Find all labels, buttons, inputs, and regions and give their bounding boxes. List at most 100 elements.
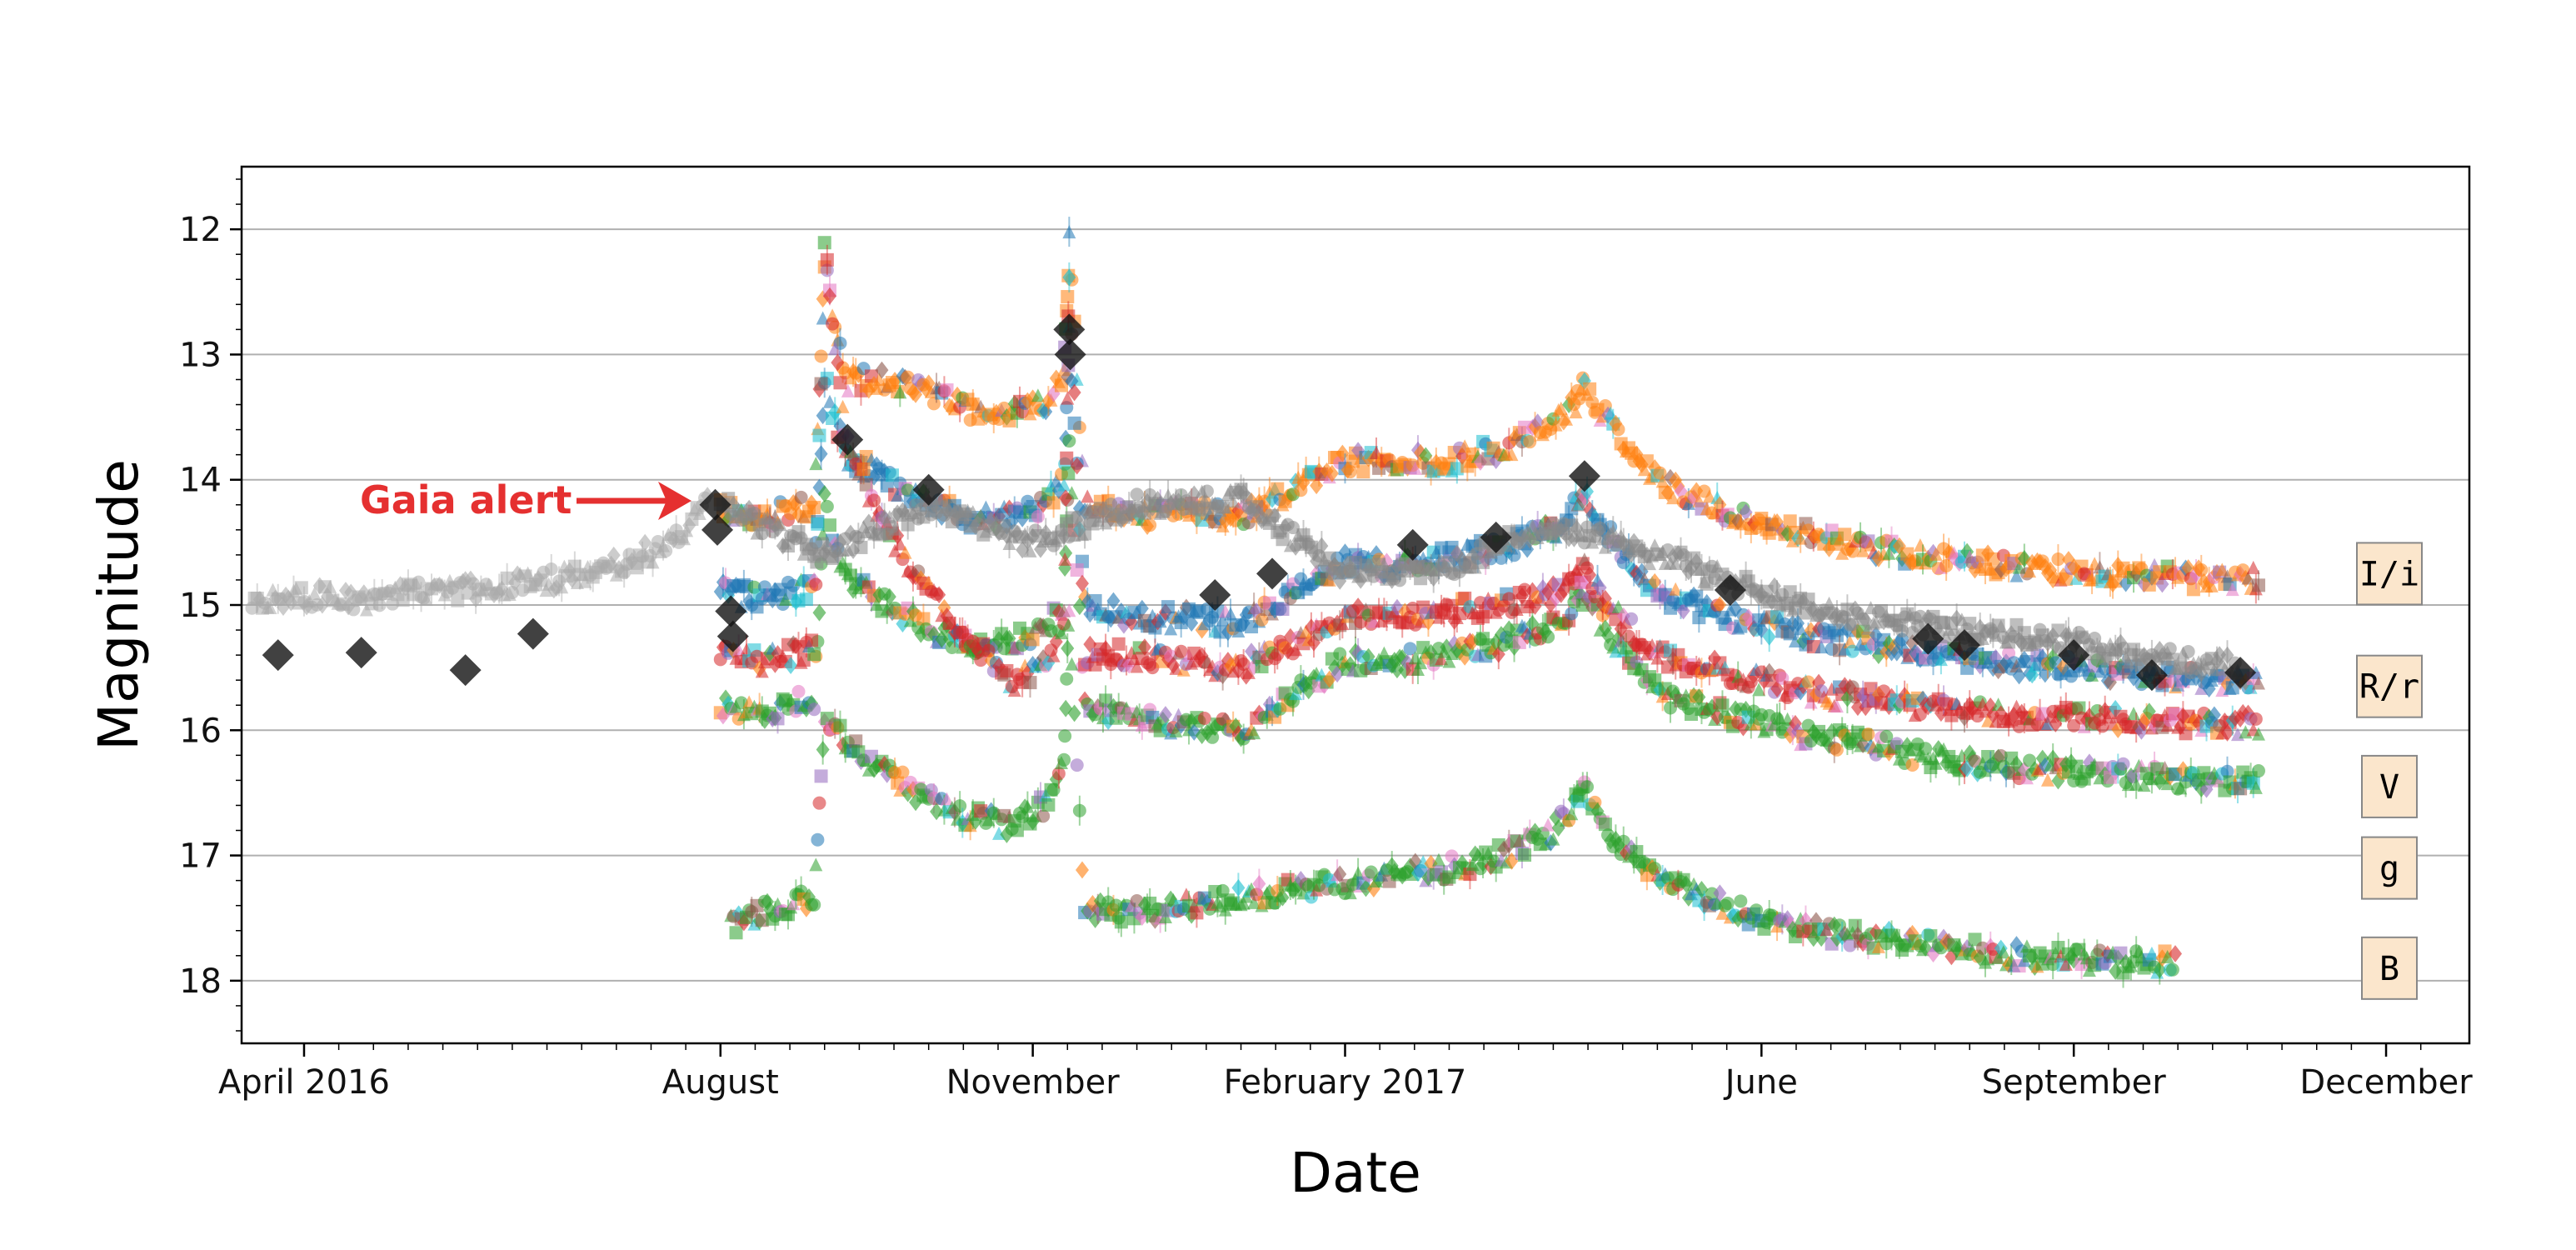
data-point: [2251, 764, 2265, 778]
data-point: [807, 898, 821, 912]
band-label-text: g: [2379, 850, 2399, 888]
data-point: [372, 598, 387, 612]
data-point: [1856, 543, 1870, 558]
data-point: [1007, 683, 1021, 698]
data-point: [1062, 225, 1076, 239]
data-point: [1541, 630, 1555, 644]
data-point: [2246, 560, 2260, 574]
data-point: [851, 365, 866, 383]
data-point: [796, 653, 811, 668]
data-point: [843, 371, 857, 385]
data-point: [1061, 391, 1075, 405]
data-point: [809, 457, 823, 471]
data-point: [2085, 668, 2099, 682]
data-point: [1502, 592, 1516, 606]
data-point: [1075, 861, 1089, 879]
data-point: [1241, 665, 1256, 679]
data-point: [1518, 848, 1532, 862]
data-point: [1130, 659, 1144, 673]
gaia-point-2: [449, 654, 482, 687]
data-point: [1593, 578, 1607, 597]
data-point: [1055, 626, 1069, 640]
band-label-text: B: [2379, 950, 2399, 988]
data-point: [1929, 547, 1943, 561]
data-point: [1702, 489, 1716, 503]
data-point: [1041, 798, 1056, 812]
data-point: [1070, 563, 1084, 578]
data-point: [1061, 618, 1076, 632]
data-point: [1815, 640, 1829, 654]
data-point: [1882, 546, 1896, 560]
data-point: [1158, 706, 1172, 723]
data-point: [1065, 657, 1079, 671]
data-point: [1276, 532, 1290, 547]
data-point: [833, 376, 847, 390]
data-point: [1510, 602, 1524, 617]
data-point: [1523, 435, 1537, 449]
data-point: [1088, 593, 1102, 608]
data-point: [849, 734, 863, 748]
data-point: [763, 901, 777, 919]
data-point: [1650, 651, 1665, 665]
data-point: [2249, 712, 2263, 726]
data-point: [814, 445, 828, 463]
data-point: [2181, 645, 2195, 659]
data-point: [807, 648, 821, 662]
data-point: [1059, 489, 1073, 508]
data-point: [1106, 592, 1121, 610]
data-point: [1574, 575, 1588, 589]
data-point: [1135, 599, 1149, 618]
data-point: [1061, 639, 1075, 658]
data-point: [2040, 772, 2054, 787]
data-point: [1939, 558, 1954, 572]
data-point: [1554, 401, 1568, 415]
data-point: [828, 342, 842, 356]
data-point: [888, 543, 902, 558]
data-point: [1247, 895, 1261, 909]
data-point: [2059, 572, 2073, 586]
data-point: [1375, 613, 1389, 628]
data-point: [1739, 503, 1753, 522]
data-point: [833, 718, 847, 732]
data-point: [979, 500, 993, 514]
data-point: [1783, 514, 1797, 528]
data-point: [2244, 680, 2258, 694]
data-point: [1057, 752, 1071, 767]
gaia-point-1: [345, 637, 377, 669]
data-point: [1713, 596, 1727, 614]
data-point: [1450, 462, 1464, 476]
data-point: [1583, 566, 1597, 584]
data-point: [2012, 667, 2026, 685]
data-point: [1067, 416, 1081, 430]
data-point: [1518, 420, 1532, 434]
data-point: [811, 517, 825, 531]
data-point: [1572, 392, 1586, 406]
data-point: [831, 353, 845, 372]
data-point: [893, 537, 907, 551]
data-point: [1929, 756, 1943, 770]
data-point: [1611, 422, 1625, 437]
y-tick-label-12: 12: [179, 211, 222, 249]
data-point: [1111, 637, 1126, 651]
data-point: [771, 712, 785, 726]
data-point: [1065, 372, 1079, 390]
data-point: [755, 664, 769, 678]
data-point: [1414, 656, 1428, 670]
data-point: [1093, 892, 1107, 910]
data-point: [2165, 962, 2179, 977]
data-point: [820, 499, 834, 513]
gaia-point-6: [715, 595, 747, 628]
y-tick-label-16: 16: [179, 712, 222, 750]
data-point: [893, 385, 907, 399]
data-point: [916, 612, 931, 626]
data-point: [2225, 681, 2239, 695]
data-point: [811, 832, 825, 847]
data-point: [784, 657, 798, 674]
data-point: [812, 603, 826, 622]
data-point: [659, 543, 673, 558]
y-tick-label-15: 15: [179, 587, 222, 625]
data-point: [812, 796, 826, 810]
data-point: [816, 741, 830, 758]
data-point: [854, 540, 868, 554]
